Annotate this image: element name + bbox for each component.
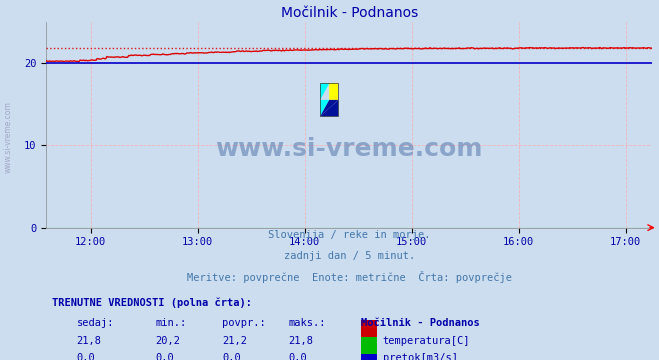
Polygon shape <box>330 84 338 100</box>
Text: Meritve: povprečne  Enote: metrične  Črta: povprečje: Meritve: povprečne Enote: metrične Črta:… <box>186 271 512 283</box>
Bar <box>361 337 376 354</box>
Text: Slovenija / reke in morje.: Slovenija / reke in morje. <box>268 230 430 240</box>
Text: www.si-vreme.com: www.si-vreme.com <box>3 101 13 173</box>
Text: pretok[m3/s]: pretok[m3/s] <box>383 352 457 360</box>
Text: 0,0: 0,0 <box>156 352 174 360</box>
Text: www.si-vreme.com: www.si-vreme.com <box>215 137 483 161</box>
Text: 0,0: 0,0 <box>76 352 95 360</box>
Polygon shape <box>330 84 338 100</box>
Polygon shape <box>320 84 330 100</box>
Polygon shape <box>320 100 338 116</box>
Text: min.:: min.: <box>156 318 186 328</box>
Text: 21,8: 21,8 <box>76 336 101 346</box>
Bar <box>320 84 338 116</box>
Text: sedaj:: sedaj: <box>76 318 114 328</box>
Text: temperatura[C]: temperatura[C] <box>383 336 470 346</box>
Bar <box>361 320 376 337</box>
Text: 0,0: 0,0 <box>289 352 307 360</box>
Text: zadnji dan / 5 minut.: zadnji dan / 5 minut. <box>283 251 415 261</box>
Bar <box>361 354 376 360</box>
Text: 20,2: 20,2 <box>156 336 181 346</box>
Polygon shape <box>320 100 338 116</box>
Polygon shape <box>320 100 330 116</box>
Text: povpr.:: povpr.: <box>222 318 266 328</box>
Text: Močilnik - Podnanos: Močilnik - Podnanos <box>361 318 480 328</box>
Text: 21,2: 21,2 <box>222 336 247 346</box>
Title: Močilnik - Podnanos: Močilnik - Podnanos <box>281 6 418 21</box>
Text: 21,8: 21,8 <box>289 336 314 346</box>
Text: TRENUTNE VREDNOSTI (polna črta):: TRENUTNE VREDNOSTI (polna črta): <box>52 297 252 308</box>
Text: maks.:: maks.: <box>289 318 326 328</box>
Text: 0,0: 0,0 <box>222 352 241 360</box>
